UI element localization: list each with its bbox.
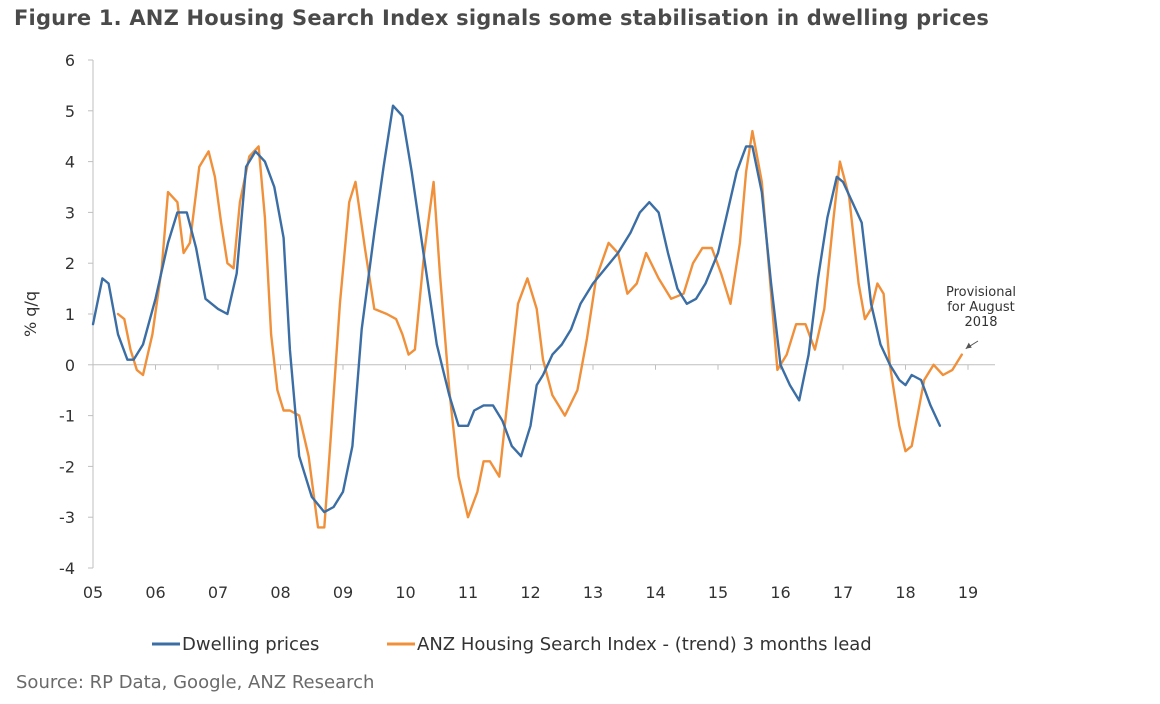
annotation-text: Provisional <box>946 285 1016 300</box>
x-tick-label: 05 <box>83 583 103 602</box>
annotation-text: 2018 <box>964 315 997 330</box>
y-tick-label: -2 <box>59 457 75 476</box>
legend-label-dwelling-prices: Dwelling prices <box>182 634 319 655</box>
x-tick-label: 12 <box>520 583 540 602</box>
y-tick-label: 1 <box>65 305 75 324</box>
x-tick-label: 08 <box>270 583 290 602</box>
x-tick-label: 13 <box>583 583 603 602</box>
y-tick-label: 4 <box>65 153 75 172</box>
x-tick-label: 09 <box>333 583 353 602</box>
y-tick-label: 6 <box>65 51 75 70</box>
y-tick-label: -1 <box>59 407 75 426</box>
y-tick-label: 2 <box>65 254 75 273</box>
x-tick-label: 17 <box>833 583 853 602</box>
x-tick-label: 10 <box>395 583 415 602</box>
y-tick-label: -4 <box>59 559 75 578</box>
y-tick-label: 5 <box>65 102 75 121</box>
x-tick-label: 16 <box>770 583 790 602</box>
x-tick-label: 15 <box>708 583 728 602</box>
legend: Dwelling prices ANZ Housing Search Index … <box>152 634 872 655</box>
y-tick-label: 0 <box>65 356 75 375</box>
chart-title: Figure 1. ANZ Housing Search Index signa… <box>14 6 990 30</box>
x-tick-label: 07 <box>208 583 228 602</box>
source-note: Source: RP Data, Google, ANZ Research <box>16 672 375 693</box>
series-line-search-index <box>116 129 963 529</box>
x-tick-label: 19 <box>958 583 978 602</box>
annotation-text: for August <box>947 300 1015 315</box>
y-axis-label: % q/q <box>21 291 40 337</box>
y-tick-label: -3 <box>59 508 75 527</box>
x-tick-label: 11 <box>458 583 478 602</box>
x-tick-label: 06 <box>145 583 165 602</box>
axes <box>88 59 995 569</box>
y-tick-label: 3 <box>65 203 75 222</box>
series-lines <box>91 104 963 529</box>
x-tick-label: 14 <box>645 583 665 602</box>
series-line-dwelling-prices <box>91 104 942 514</box>
x-tick-label: 18 <box>895 583 915 602</box>
annotation-arrowhead <box>965 342 972 349</box>
legend-label-search-index: ANZ Housing Search Index - (trend) 3 mon… <box>417 634 872 655</box>
